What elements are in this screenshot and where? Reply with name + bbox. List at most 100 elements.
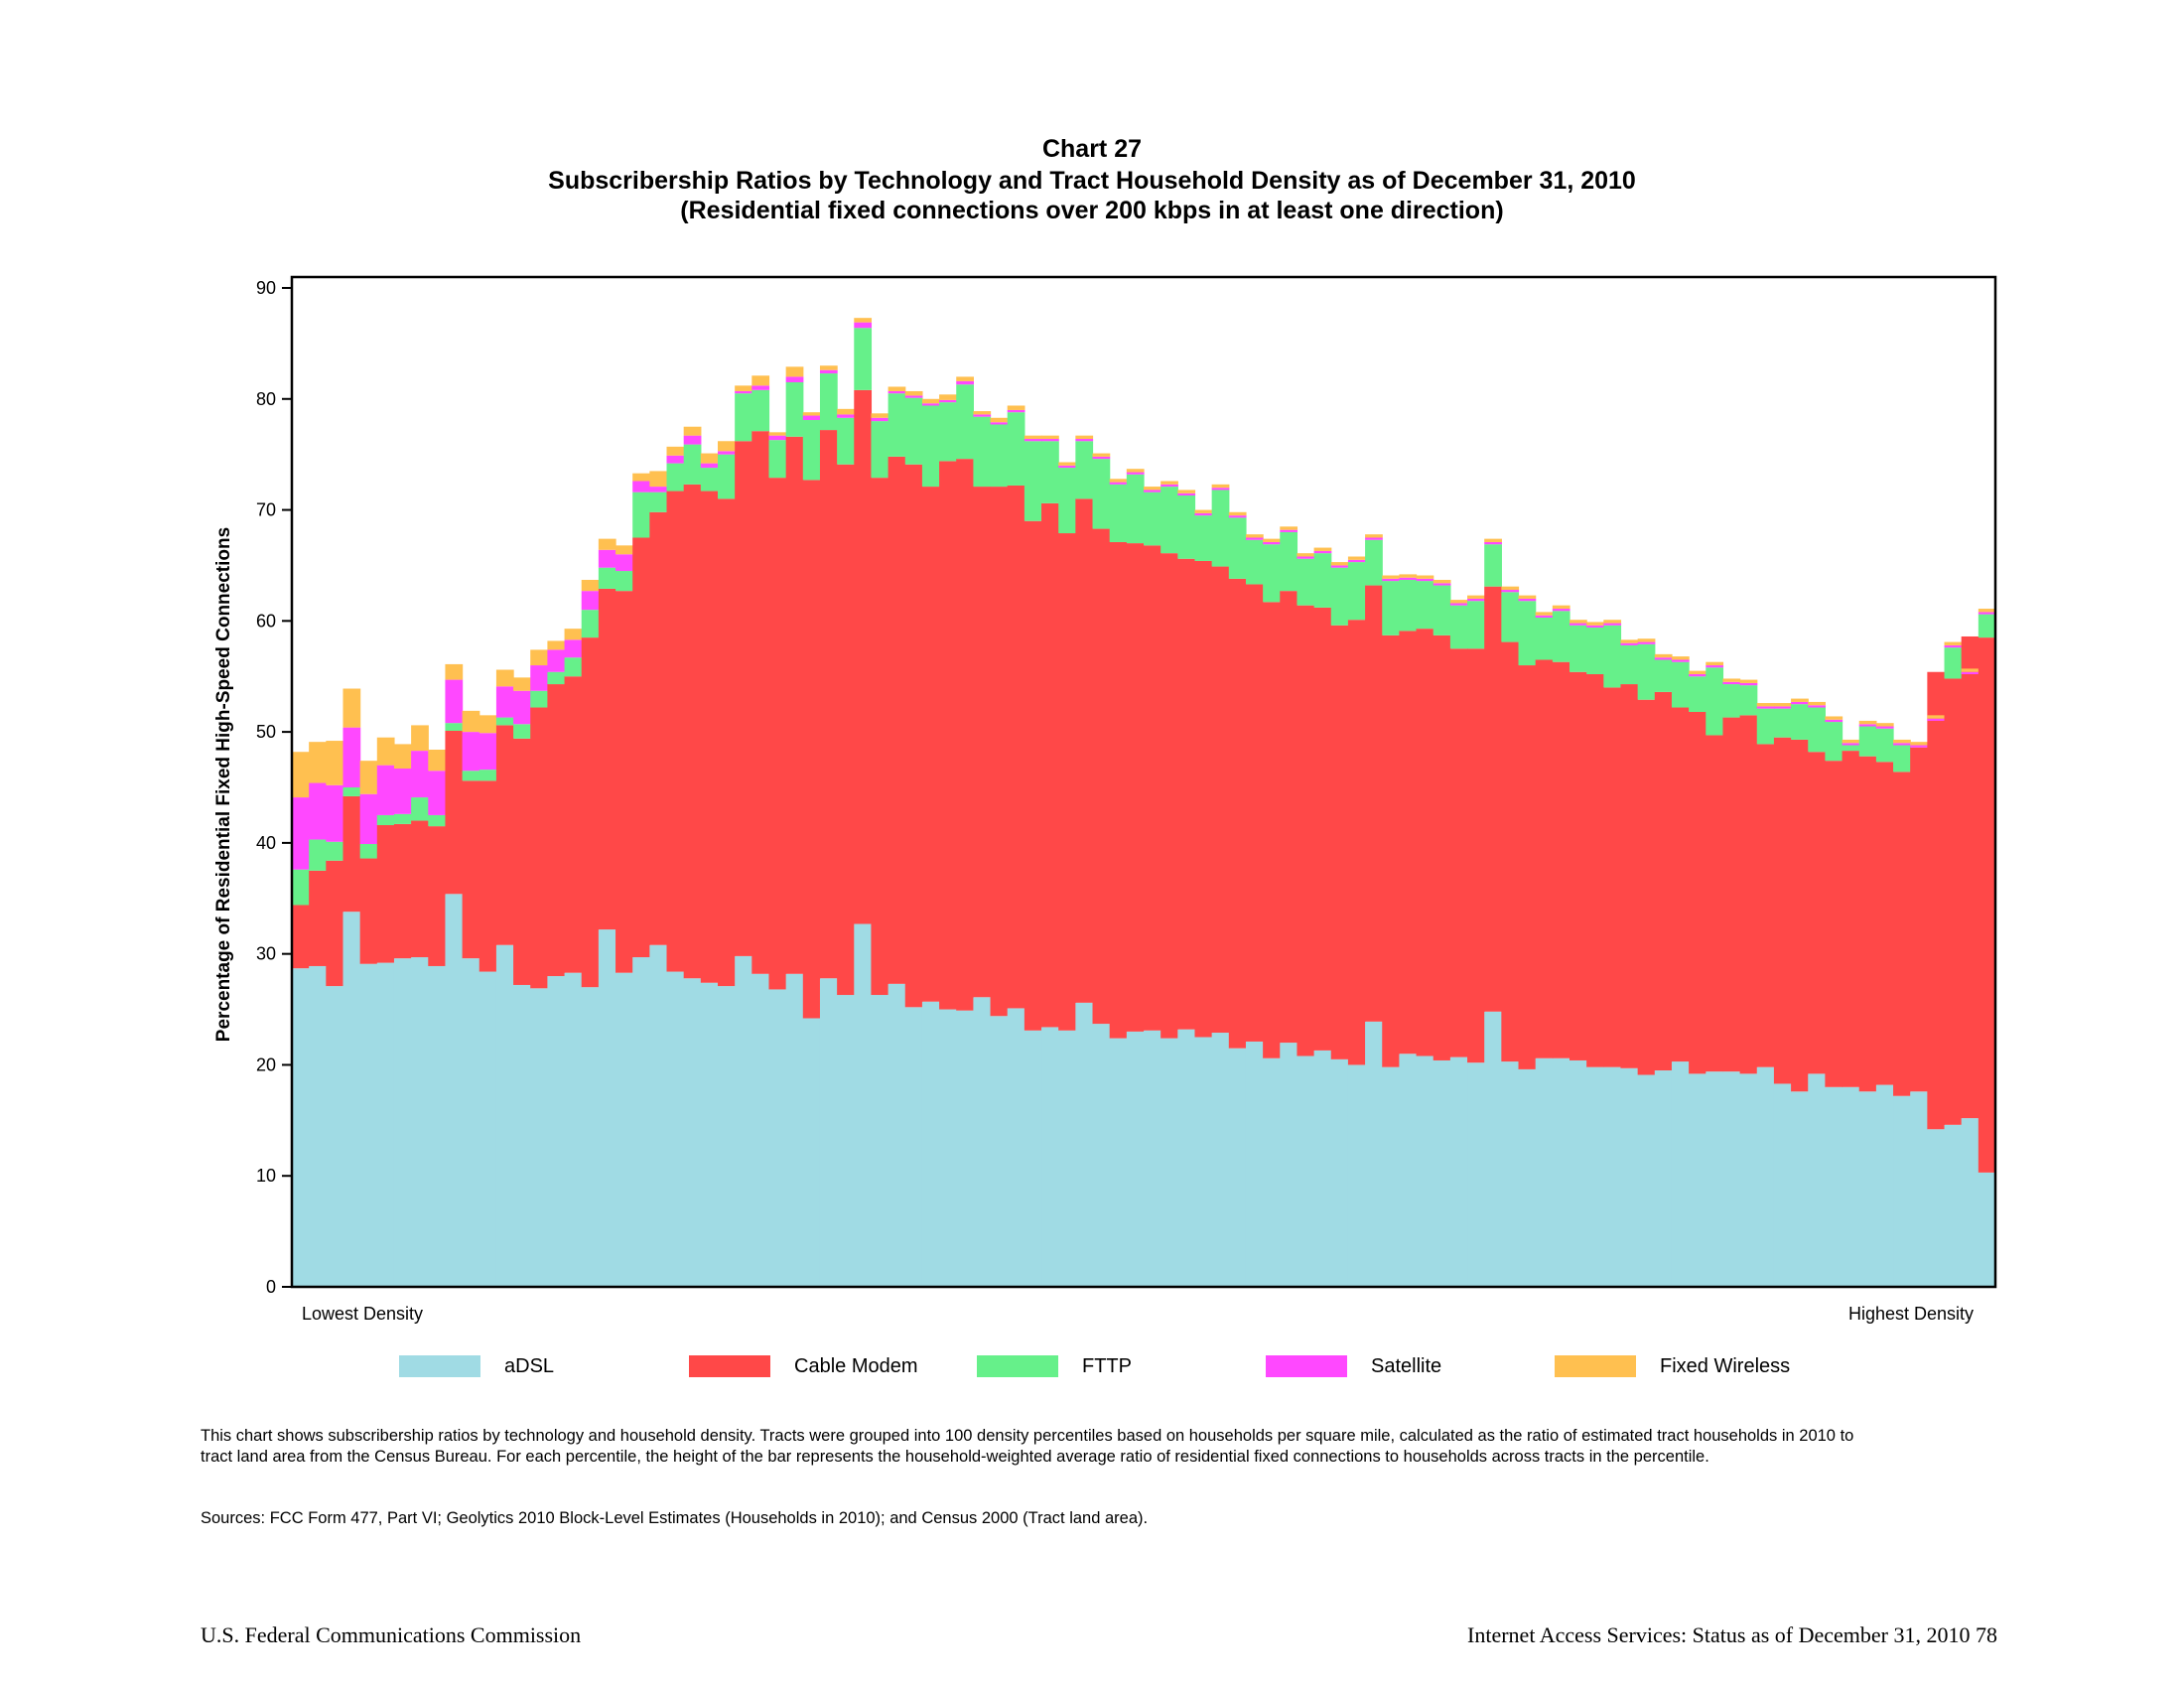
bar-segment-satellite bbox=[1552, 609, 1570, 612]
bar-segment-fttp bbox=[1842, 745, 1860, 752]
bar-segment-cable-modem bbox=[939, 461, 957, 1010]
bar-segment-cable-modem bbox=[785, 436, 804, 974]
bar-segment-fixed-wireless bbox=[956, 376, 974, 381]
bar-segment-cable-modem bbox=[1024, 520, 1042, 1031]
bar-segment-adsl bbox=[1347, 1064, 1366, 1287]
bar-segment-cable-modem bbox=[564, 676, 583, 973]
bar-segment-fttp bbox=[342, 787, 361, 796]
bar-segment-fttp bbox=[1875, 728, 1894, 763]
bar-segment-cable-modem bbox=[1893, 772, 1911, 1096]
bar-segment-cable-modem bbox=[1722, 717, 1741, 1072]
bar-segment-fttp bbox=[1654, 659, 1673, 692]
bar-segment-satellite bbox=[1194, 512, 1213, 516]
bar-segment-cable-modem bbox=[1041, 502, 1059, 1028]
bar-segment-fttp bbox=[1007, 412, 1025, 486]
bar-segment-fixed-wireless bbox=[1280, 526, 1298, 530]
bar-segment-fttp bbox=[564, 657, 583, 677]
bar-segment-fttp bbox=[921, 405, 940, 488]
bar-segment-cable-modem bbox=[615, 591, 633, 973]
bar-segment-fttp bbox=[1449, 605, 1468, 649]
bar-segment-fixed-wireless bbox=[1245, 534, 1264, 538]
legend-item-fttp: FTTP bbox=[977, 1354, 1132, 1378]
bar-segment-adsl bbox=[1944, 1124, 1963, 1287]
bar-segment-fttp bbox=[1126, 474, 1145, 544]
bar-segment-cable-modem bbox=[887, 456, 906, 984]
bar-segment-adsl bbox=[1075, 1002, 1094, 1287]
bar-segment-cable-modem bbox=[1842, 751, 1860, 1087]
bar-segment-satellite bbox=[1791, 701, 1809, 705]
bar-segment-cable-modem bbox=[326, 860, 344, 987]
bar-segment-satellite bbox=[837, 414, 855, 418]
bar-segment-cable-modem bbox=[1313, 607, 1332, 1051]
bar-segment-satellite bbox=[751, 385, 770, 390]
bar-segment-satellite bbox=[1007, 409, 1025, 413]
bar-segment-adsl bbox=[632, 957, 650, 1287]
bar-segment-satellite bbox=[1109, 482, 1128, 485]
chart-sources: Sources: FCC Form 477, Part VI; Geolytic… bbox=[201, 1509, 1149, 1527]
legend-swatch-adsl bbox=[399, 1355, 480, 1377]
bar-segment-satellite bbox=[904, 395, 923, 398]
bar-segment-fttp bbox=[1347, 562, 1366, 621]
bar-segment-satellite bbox=[887, 390, 906, 394]
bar-segment-fixed-wireless bbox=[1978, 609, 1996, 613]
bar-segment-fttp bbox=[666, 463, 685, 492]
y-tick-label: 10 bbox=[256, 1166, 276, 1186]
bar-segment-fttp bbox=[1433, 585, 1451, 635]
bar-segment-fixed-wireless bbox=[904, 390, 923, 396]
bar-segment-fixed-wireless bbox=[939, 394, 957, 400]
bar-segment-satellite bbox=[1092, 456, 1111, 460]
bar-segment-satellite bbox=[1603, 623, 1622, 626]
bar-segment-fixed-wireless bbox=[1825, 716, 1843, 720]
bar-segment-cable-modem bbox=[1603, 687, 1622, 1067]
bar-segment-adsl bbox=[1263, 1057, 1281, 1287]
bar-segment-adsl bbox=[718, 986, 736, 1287]
bar-segment-fixed-wireless bbox=[1126, 469, 1145, 473]
bar-segment-fttp bbox=[513, 724, 531, 739]
bar-segment-adsl bbox=[1382, 1066, 1400, 1287]
bar-segment-fixed-wireless bbox=[1449, 600, 1468, 604]
bar-segment-fixed-wireless bbox=[1637, 638, 1656, 642]
bar-segment-adsl bbox=[1228, 1048, 1247, 1287]
bar-segment-satellite bbox=[1144, 490, 1161, 492]
bar-segment-fttp bbox=[1586, 628, 1604, 674]
bar-segment-fixed-wireless bbox=[411, 725, 429, 752]
bar-segment-fttp bbox=[1245, 539, 1264, 585]
bar-segment-cable-modem bbox=[292, 905, 310, 969]
bar-segment-fixed-wireless bbox=[718, 441, 736, 452]
bar-segment-satellite bbox=[1944, 644, 1963, 648]
bar-segment-fttp bbox=[887, 393, 906, 457]
bar-segment-adsl bbox=[990, 1016, 1009, 1287]
bar-segment-satellite bbox=[1570, 623, 1587, 626]
bar-segment-cable-modem bbox=[854, 389, 873, 924]
bar-segment-fixed-wireless bbox=[478, 715, 497, 734]
bar-segment-adsl bbox=[1041, 1027, 1059, 1287]
bar-segment-fttp bbox=[1313, 553, 1332, 608]
bar-segment-adsl bbox=[564, 972, 583, 1287]
bar-segment-fixed-wireless bbox=[1109, 479, 1128, 483]
bar-segment-fixed-wireless bbox=[1893, 739, 1911, 744]
bar-segment-fttp bbox=[478, 770, 497, 781]
bar-segment-cable-modem bbox=[1689, 711, 1706, 1074]
bar-segment-satellite bbox=[1126, 472, 1145, 475]
bar-segment-adsl bbox=[1058, 1030, 1076, 1287]
bar-segment-fixed-wireless bbox=[326, 741, 344, 785]
bar-segment-satellite bbox=[819, 369, 838, 374]
bar-segment-adsl bbox=[939, 1009, 957, 1287]
bar-segment-cable-modem bbox=[495, 725, 514, 945]
bar-segment-cable-modem bbox=[904, 464, 923, 1008]
y-tick-label: 80 bbox=[256, 389, 276, 409]
bar-segment-fttp bbox=[1177, 495, 1196, 559]
bar-segment-satellite bbox=[956, 380, 974, 385]
bar-segment-fttp bbox=[1109, 484, 1128, 542]
bar-segment-fttp bbox=[1194, 515, 1213, 561]
bar-segment-fttp bbox=[581, 610, 600, 638]
bar-segment-adsl bbox=[1092, 1024, 1111, 1287]
bar-segment-adsl bbox=[735, 955, 752, 1287]
bar-segment-cable-modem bbox=[445, 730, 464, 895]
y-axis-label: Percentage of Residential Fixed High-Spe… bbox=[213, 526, 234, 1043]
bar-segment-satellite bbox=[1825, 719, 1843, 723]
bar-segment-adsl bbox=[1858, 1091, 1877, 1287]
bar-segment-satellite bbox=[666, 455, 685, 464]
bar-segment-satellite bbox=[1280, 529, 1298, 532]
bar-segment-satellite bbox=[1756, 706, 1775, 709]
